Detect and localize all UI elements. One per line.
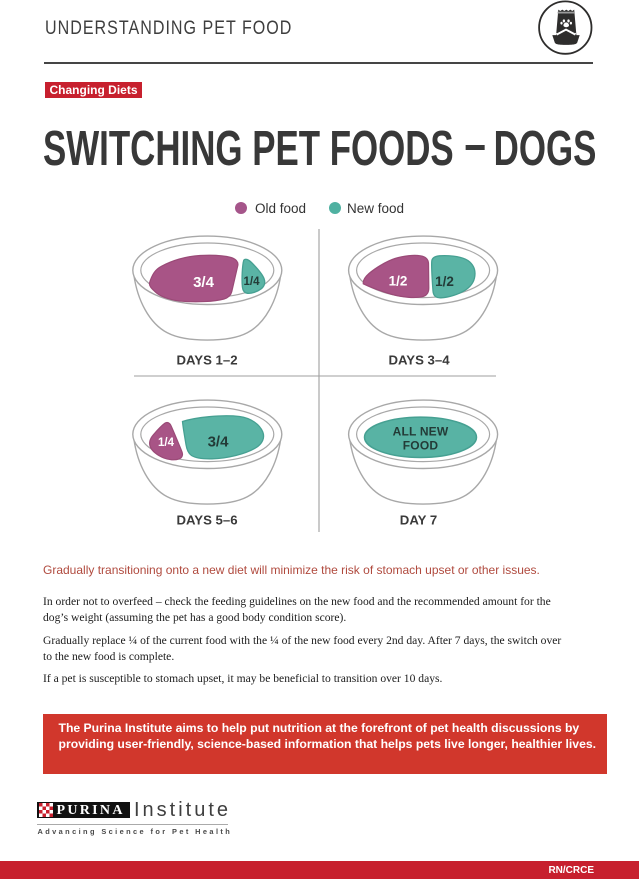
svg-text:DAYS 1–2: DAYS 1–2: [176, 353, 237, 368]
svg-text:1/2: 1/2: [389, 274, 408, 289]
svg-text:FOOD: FOOD: [403, 439, 439, 453]
svg-text:DAY 7: DAY 7: [400, 513, 437, 528]
svg-text:3/4: 3/4: [208, 434, 230, 451]
svg-text:3/4: 3/4: [193, 274, 215, 291]
svg-text:DAYS 3–4: DAYS 3–4: [388, 353, 450, 368]
svg-text:ALL NEW: ALL NEW: [393, 425, 449, 439]
svg-text:DAYS 5–6: DAYS 5–6: [176, 513, 237, 528]
svg-text:1/4: 1/4: [244, 276, 261, 288]
svg-text:1/4: 1/4: [158, 437, 175, 449]
svg-text:1/2: 1/2: [435, 274, 454, 289]
